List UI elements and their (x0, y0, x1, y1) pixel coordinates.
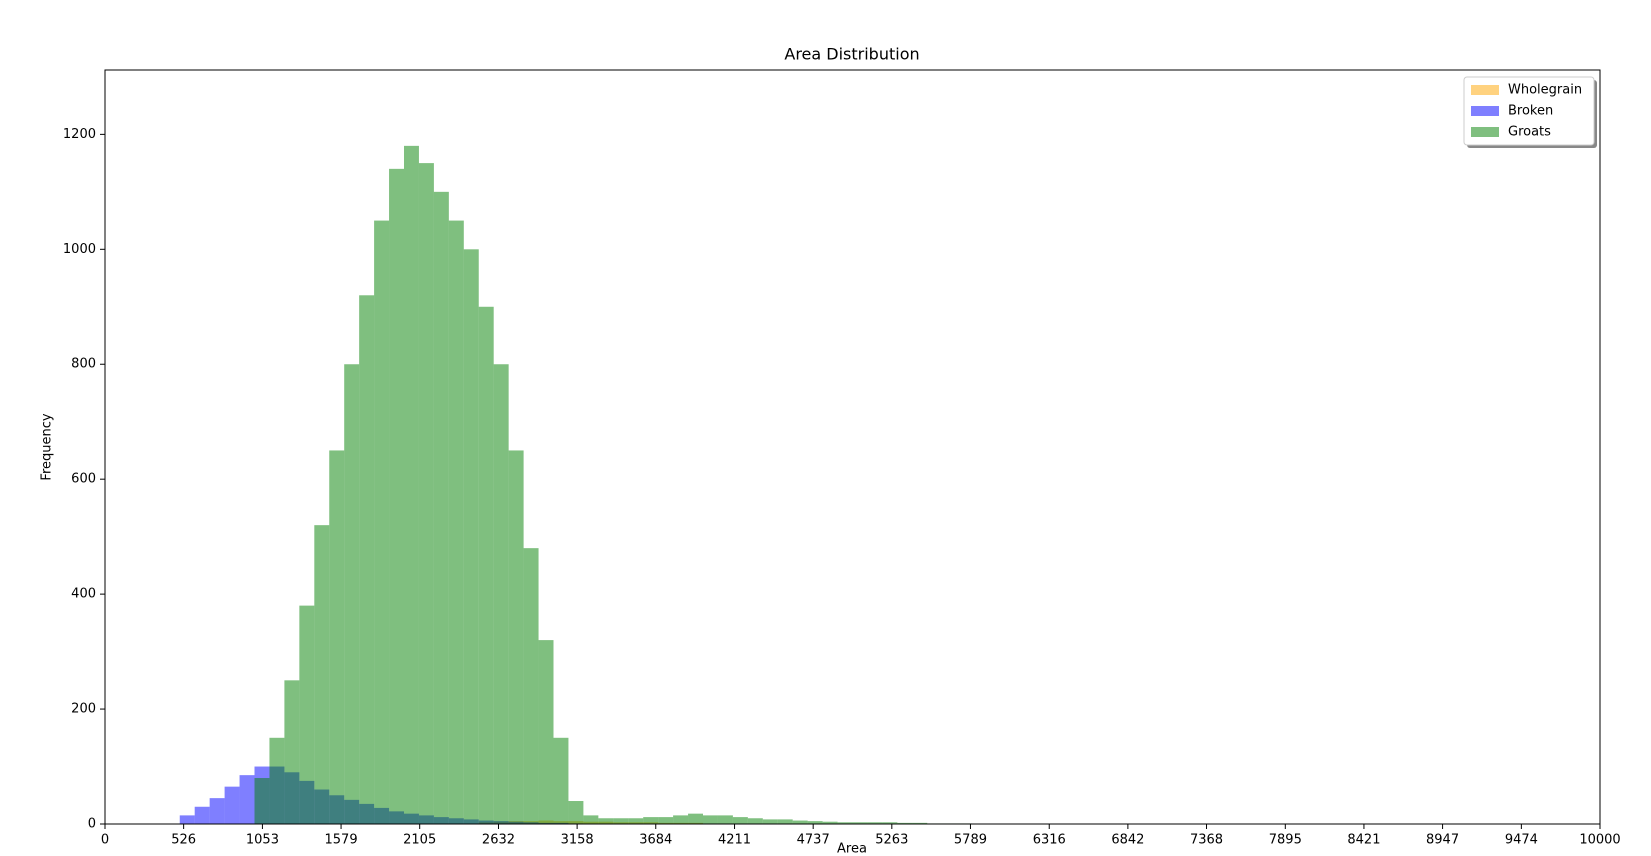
bar (583, 815, 599, 824)
legend-label: Groats (1508, 125, 1551, 140)
bar (673, 815, 689, 824)
x-tick-label: 10000 (1579, 833, 1620, 848)
bar (807, 821, 823, 824)
y-tick-label: 400 (71, 587, 96, 602)
bar (553, 737, 569, 824)
bar (344, 364, 360, 824)
x-tick-label: 4737 (797, 833, 830, 848)
bar (882, 822, 898, 824)
x-tick-label: 5789 (954, 833, 987, 848)
bar (867, 822, 883, 824)
axes-frame (104, 69, 1601, 825)
bar (643, 817, 659, 824)
bar (404, 145, 419, 825)
bar (747, 818, 763, 824)
y-tick-label: 1200 (63, 127, 96, 142)
bar (688, 813, 703, 824)
x-tick-label: 3684 (639, 833, 672, 848)
y-tick-label: 1000 (63, 242, 96, 257)
bar (613, 818, 629, 824)
bar (254, 778, 270, 824)
x-tick-label: 7895 (1269, 833, 1302, 848)
legend-label: Wholegrain (1508, 83, 1582, 98)
bar (269, 737, 285, 824)
bar (792, 820, 808, 824)
x-tick-label: 526 (171, 833, 196, 848)
bar (852, 822, 868, 824)
y-tick-label: 600 (71, 472, 96, 487)
legend-swatch (1471, 85, 1499, 95)
x-tick-label: 0 (101, 833, 109, 848)
bar (762, 819, 778, 824)
y-tick-label: 800 (71, 357, 96, 372)
legend: Wholegrain Broken Groats (1463, 76, 1597, 148)
legend-swatch (1471, 106, 1499, 116)
bar (299, 605, 315, 824)
bar (478, 306, 494, 824)
bar (897, 822, 913, 824)
bar (224, 786, 240, 824)
legend-label: Broken (1508, 104, 1553, 119)
bar (463, 249, 479, 824)
bar (284, 680, 300, 824)
x-tick-label: 2632 (482, 833, 515, 848)
x-tick-label: 7368 (1190, 833, 1223, 848)
bar (179, 815, 195, 824)
bar (493, 364, 509, 824)
legend-swatch (1471, 127, 1499, 137)
x-tick-label: 5263 (875, 833, 908, 848)
x-tick-label: 1053 (246, 833, 279, 848)
bar (523, 548, 539, 824)
bar (314, 525, 330, 824)
bar (329, 450, 345, 824)
bar (448, 220, 464, 824)
bar (912, 822, 928, 824)
y-tick-label: 200 (71, 702, 96, 717)
x-tick-label: 9474 (1505, 833, 1538, 848)
y-tick-label: 0 (88, 817, 96, 832)
chart-title: Area Distribution (784, 45, 919, 64)
x-tick-label: 8947 (1426, 833, 1459, 848)
x-tick-label: 6842 (1111, 833, 1144, 848)
bar (628, 818, 644, 824)
y-axis-label: Frequency (40, 413, 55, 480)
bar (389, 168, 404, 825)
bar (359, 295, 375, 824)
bar (822, 821, 838, 824)
x-tick-label: 8421 (1347, 833, 1380, 848)
bar (732, 817, 748, 824)
x-axis-label: Area (837, 842, 867, 856)
bar (837, 822, 853, 824)
x-tick-label: 4211 (718, 833, 751, 848)
bar (433, 191, 449, 824)
x-tick-label: 3158 (561, 833, 594, 848)
bar (598, 818, 614, 824)
x-tick-label: 6316 (1033, 833, 1066, 848)
bar (374, 220, 390, 824)
bar (658, 817, 674, 824)
bar (717, 815, 733, 824)
bar (418, 163, 434, 825)
bar (568, 801, 584, 824)
x-tick-label: 2105 (403, 833, 436, 848)
bar (194, 806, 210, 824)
bar (538, 640, 554, 824)
bar (239, 775, 255, 824)
bar (209, 798, 225, 824)
bar (508, 450, 524, 824)
bar (777, 819, 793, 824)
bar (703, 815, 718, 824)
x-tick-label: 1579 (325, 833, 358, 848)
